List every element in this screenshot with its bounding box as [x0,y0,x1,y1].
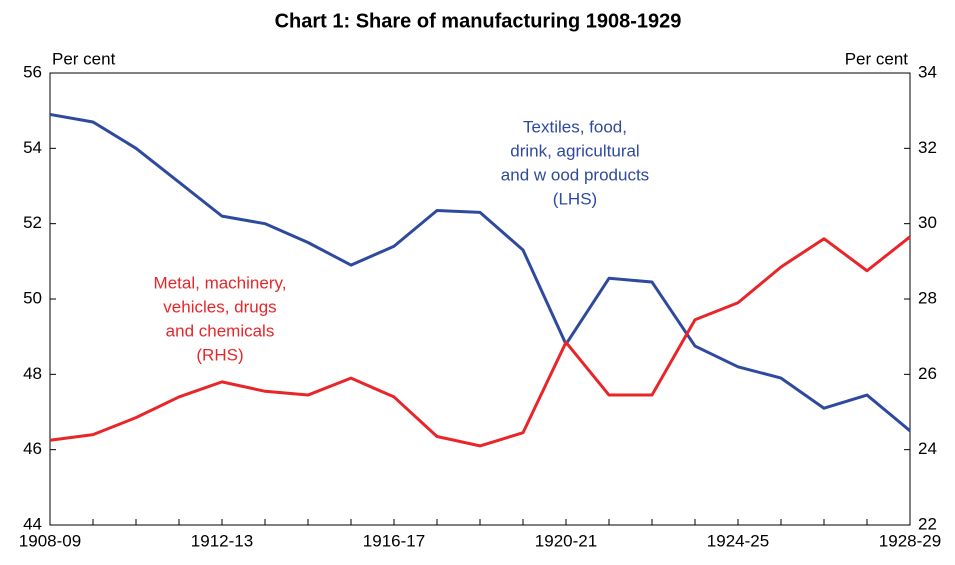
x-tick-label: 1920-21 [535,531,597,550]
y2-tick-label: 28 [918,288,937,307]
y2-tick-label: 34 [918,62,937,81]
y-tick-label: 44 [23,514,42,533]
y2-tick-label: 24 [918,439,937,458]
y2-tick-label: 30 [918,213,937,232]
chart-title: Chart 1: Share of manufacturing 1908-192… [275,10,682,32]
y2-tick-label: 32 [918,138,937,157]
annotation: (LHS) [553,189,597,208]
annotation: Textiles, food, [523,117,627,136]
annotation: vehicles, drugs [163,297,276,316]
y-tick-label: 50 [23,288,42,307]
y-tick-label: 48 [23,364,42,383]
annotation: Metal, machinery, [154,273,287,292]
x-tick-label: 1924-25 [707,531,769,550]
annotation: (RHS) [196,345,243,364]
y2-tick-label: 26 [918,364,937,383]
annotation: and chemicals [166,321,275,340]
series-line [49,112,911,432]
y-tick-label: 54 [23,138,42,157]
y-tick-label: 52 [23,213,42,232]
x-tick-label: 1928-29 [879,531,941,550]
y-tick-label: 46 [23,439,42,458]
y-axis-label: Per cent [52,49,116,68]
y-tick-label: 56 [23,62,42,81]
series-line [49,235,911,448]
annotation: and w ood products [501,165,649,184]
x-tick-label: 1908-09 [19,531,81,550]
x-tick-label: 1912-13 [191,531,253,550]
x-tick-label: 1916-17 [363,531,425,550]
y2-tick-label: 22 [918,514,937,533]
y2-axis-label: Per cent [845,49,909,68]
annotation: drink, agricultural [510,141,639,160]
